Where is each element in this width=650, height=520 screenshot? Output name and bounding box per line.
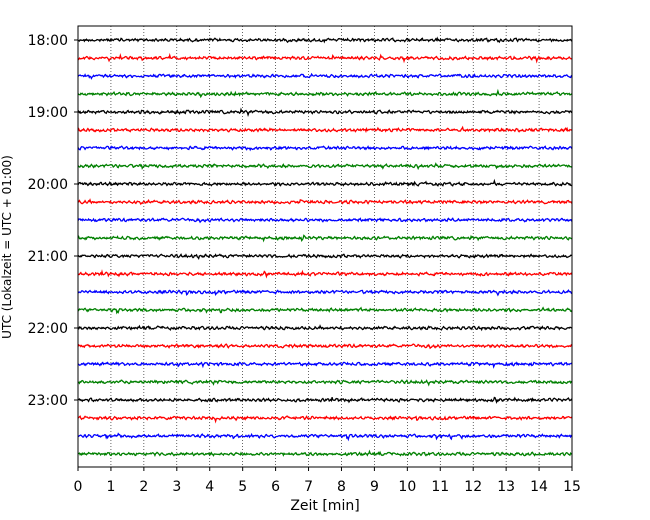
y-tick-label: 23:00 <box>28 393 68 409</box>
trace-2015 <box>77 198 573 206</box>
y-axis-label: UTC (Lokalzeit = UTC + 01:00) <box>0 155 14 339</box>
trace-2115 <box>77 269 573 279</box>
trace-2200 <box>77 324 573 332</box>
y-tick-label: 19:00 <box>28 105 68 121</box>
x-tick-label: 4 <box>205 479 214 495</box>
trace-2315 <box>77 415 573 424</box>
x-axis-label: Zeit [min] <box>290 498 359 514</box>
x-tick-label: 2 <box>139 479 148 495</box>
trace-1800 <box>77 36 573 44</box>
y-tick-label: 20:00 <box>28 177 68 193</box>
x-axis-ticks: 0 1 2 3 4 5 6 7 8 9 10 11 12 13 14 15 <box>74 467 581 495</box>
y-tick-label: 21:00 <box>28 249 68 265</box>
x-tick-label: 3 <box>172 479 181 495</box>
trace-2330 <box>77 432 573 442</box>
trace-2100 <box>77 253 573 261</box>
plot-frame <box>77 25 573 468</box>
y-axis-ticks: 18:00 19:00 20:00 21:00 22:00 23:00 <box>28 33 78 409</box>
x-tick-label: 14 <box>530 479 548 495</box>
x-tick-label: 13 <box>497 479 515 495</box>
y-tick-label: 22:00 <box>28 321 68 337</box>
x-tick-label: 7 <box>304 479 313 495</box>
x-tick-label: 15 <box>563 479 581 495</box>
trace-2000 <box>77 178 573 187</box>
x-tick-label: 6 <box>271 479 280 495</box>
seismic-traces <box>77 36 573 457</box>
x-tick-label: 1 <box>106 479 115 495</box>
trace-1945 <box>77 162 573 171</box>
trace-1815 <box>77 52 573 64</box>
x-tick-label: 10 <box>398 479 416 495</box>
trace-2145 <box>77 306 573 315</box>
trace-2345 <box>77 449 573 457</box>
trace-2030 <box>77 217 573 224</box>
trace-2230 <box>77 361 573 369</box>
trace-1915 <box>77 125 573 134</box>
x-tick-label: 11 <box>431 479 449 495</box>
y-tick-label: 18:00 <box>28 33 68 49</box>
x-tick-label: 12 <box>464 479 482 495</box>
trace-1845 <box>77 88 573 99</box>
x-tick-label: 5 <box>238 479 247 495</box>
trace-2215 <box>77 343 573 350</box>
trace-1830 <box>77 72 573 80</box>
trace-1930 <box>77 145 573 152</box>
trace-2300 <box>77 396 573 405</box>
x-tick-label: 8 <box>337 479 346 495</box>
trace-2045 <box>77 234 573 243</box>
x-tick-label: 0 <box>74 479 83 495</box>
trace-2130 <box>77 289 573 297</box>
trace-1900 <box>77 107 573 117</box>
trace-2245 <box>77 379 573 387</box>
x-tick-label: 9 <box>370 479 379 495</box>
